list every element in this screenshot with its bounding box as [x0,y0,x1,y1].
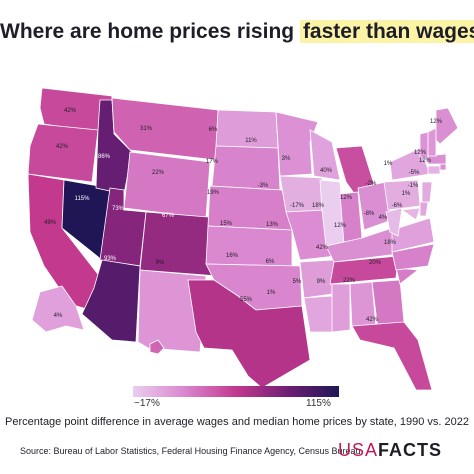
state-de [419,201,429,217]
state-me [435,107,459,145]
state-label-md: -6% [392,203,403,209]
state-label-ut: 73% [112,206,125,212]
logo-usa: USA [338,440,379,460]
state-label-ne: 19% [207,190,220,196]
state-fl [351,321,433,390]
state-nj [421,181,433,203]
state-ma [425,153,447,165]
state-label-va: 4% [379,215,388,221]
state-sc [395,267,420,285]
state-az [81,259,141,343]
state-label-ct: -5% [409,170,420,176]
state-ak [31,285,85,333]
usafacts-logo: USAFACTS [338,440,442,461]
title-text: Where are home prices rising [0,20,300,43]
state-label-ri: 12% [419,158,432,164]
legend-min-label: −17% [134,398,160,409]
color-legend: −17% 115% [0,386,474,410]
state-label-in: 18% [312,203,325,209]
state-label-me: 12% [430,119,443,125]
state-label-il: -17% [290,203,305,209]
state-md [400,207,421,221]
state-label-ia: -3% [258,183,269,189]
state-wi [309,129,341,181]
state-label-nv: 115% [75,196,91,202]
legend-max-label: 115% [306,398,331,409]
state-label-la: 1% [267,290,276,296]
state-label-ma: 12% [414,150,427,156]
state-label-oh: 12% [340,195,353,201]
state-label-wa: 42% [64,108,77,114]
state-label-fl: 42% [366,317,379,323]
title-highlight: faster than wages? [299,20,474,43]
state-label-nm: 9% [156,260,165,266]
legend-gradient-bar [133,386,339,397]
state-wy [123,151,211,219]
state-label-ok: 16% [226,253,239,259]
state-label-sd: 17% [206,159,219,165]
state-sd [211,145,281,191]
state-va [391,217,435,253]
chart-title: Where are home prices rising faster than… [0,20,474,44]
state-label-wv: -8% [364,211,375,217]
state-tn [329,255,399,285]
state-label-az: 93% [104,256,117,262]
chart-subtitle: Percentage point difference in average w… [5,416,469,428]
state-label-or: 42% [56,144,69,150]
state-mt [111,97,219,161]
state-label-nd: 6% [209,127,218,133]
state-label-mt: 31% [140,126,153,132]
state-label-mo: 13% [266,222,279,228]
state-or [27,123,99,183]
state-wv [385,207,403,237]
state-label-sc: 20% [369,260,382,266]
logo-facts: FACTS [378,440,443,460]
state-ks [205,225,293,267]
state-label-ny: 1% [384,161,393,167]
state-vt [419,131,429,159]
state-la [303,295,341,333]
source-note: Source: Bureau of Labor Statistics, Fede… [20,446,361,456]
state-label-de: 1% [402,191,411,197]
state-label-pa: -2% [366,181,377,187]
us-state-choropleth-map: 42% 42% 49% 115% 86% 31% 22% 73% 93% 67% 9% 6% 17% 19… [27,87,459,390]
state-label-co: 67% [162,213,175,219]
state-label-wy: 22% [152,170,165,176]
state-label-ak: 4% [54,313,63,319]
state-ri [439,163,447,171]
state-label-wi: 3% [282,156,291,162]
state-label-al: 9% [317,279,326,285]
state-label-mi: 40% [320,168,333,174]
state-label-nj: -1% [408,183,419,189]
state-label-mn: 11% [245,138,257,144]
state-label-ky: 12% [334,223,347,229]
state-label-ks: 15% [220,221,233,227]
state-mn [275,111,319,177]
state-ct [427,165,441,175]
state-ms [331,283,351,333]
state-label-ar: 6% [266,259,275,265]
state-nm [137,269,207,353]
state-tx [187,279,311,389]
state-nh [427,127,437,157]
state-nc [391,243,435,271]
state-label-tx: 55% [240,297,253,303]
state-label-id: 86% [98,154,111,160]
state-label-ca: 49% [44,220,57,226]
state-label-ms: 5% [293,279,302,285]
state-hi [149,339,165,355]
state-label-tn: 42% [316,245,329,251]
state-label-ga: 22% [343,278,356,284]
state-label-nc: 18% [384,240,397,246]
